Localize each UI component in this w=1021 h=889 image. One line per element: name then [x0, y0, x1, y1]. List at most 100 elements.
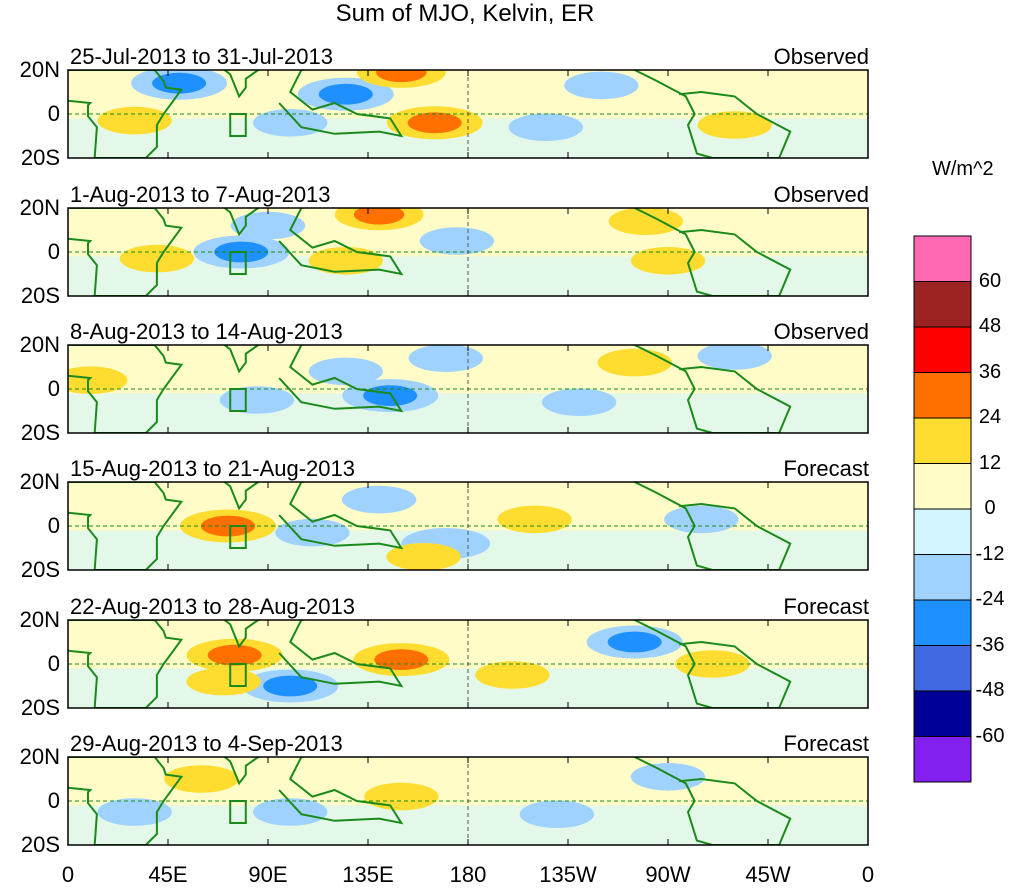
anomaly-core	[201, 515, 255, 537]
colorbar-label: 60	[978, 269, 1002, 292]
y-tick-label: 20S	[20, 832, 60, 857]
americas-coastline	[634, 482, 792, 570]
anomaly-contour	[230, 211, 306, 240]
anomaly-contour	[341, 485, 417, 514]
maritime-continent-coastline	[278, 70, 404, 138]
colorbar-label: -60	[975, 724, 1005, 747]
anomaly-core	[207, 644, 262, 666]
americas-coastline	[634, 70, 792, 158]
anomaly-contour	[608, 208, 683, 235]
anomaly-core	[363, 385, 418, 406]
anomaly-contour	[697, 345, 772, 370]
x-tick-label: 90E	[248, 862, 288, 887]
y-tick-label: 0	[47, 376, 60, 401]
panel-status: Observed	[773, 44, 869, 69]
y-tick-label: 20N	[19, 744, 60, 769]
india-coastline	[223, 482, 260, 511]
anomaly-core	[407, 112, 462, 134]
y-tick-label: 20N	[19, 607, 60, 632]
colorbar-swatch	[913, 736, 972, 783]
anomaly-contour	[219, 386, 295, 414]
panel-date-range: 25-Jul-2013 to 31-Jul-2013	[70, 44, 333, 69]
anomaly-core	[353, 208, 405, 225]
americas-coastline	[634, 757, 792, 845]
anomaly-contour	[68, 366, 128, 394]
map-panel	[67, 69, 869, 159]
americas-coastline	[634, 345, 792, 433]
africa-coastline	[68, 757, 184, 845]
panel-status: Forecast	[783, 456, 869, 481]
africa-coastline	[68, 620, 184, 708]
x-tick-label: 135E	[342, 862, 394, 887]
anomaly-contour	[697, 111, 772, 139]
india-coastline	[223, 208, 260, 237]
colorbar-label: -48	[975, 679, 1005, 701]
panel-status: Observed	[773, 182, 869, 207]
map-panel	[67, 344, 869, 434]
anomaly-contour	[541, 388, 617, 417]
y-tick-label: 20N	[19, 332, 60, 357]
anomaly-contour	[364, 782, 439, 811]
anomaly-contour	[386, 543, 461, 570]
x-tick-label: 0	[61, 862, 75, 887]
map-panel	[67, 207, 869, 297]
americas-coastline	[634, 620, 792, 708]
colorbar-label: 36	[978, 360, 1002, 383]
y-tick-label: 20S	[20, 695, 60, 720]
figure-title: Sum of MJO, Kelvin, ER	[335, 0, 595, 27]
colorbar-swatch	[913, 326, 972, 373]
y-tick-label: 0	[47, 651, 60, 676]
india-coastline	[223, 345, 260, 374]
colorbar-label: -24	[975, 588, 1005, 610]
map-panel	[67, 619, 869, 709]
panel-status: Observed	[773, 319, 869, 344]
x-tick-label: 45W	[745, 862, 791, 887]
africa-coastline	[68, 345, 184, 433]
y-tick-label: 0	[47, 101, 60, 126]
colorbar-swatch	[913, 417, 972, 464]
anomaly-contour	[164, 765, 239, 793]
y-tick-label: 20S	[20, 557, 60, 582]
x-tick-label: 45E	[148, 862, 188, 887]
anomaly-core	[376, 70, 427, 83]
india-coastline	[223, 620, 260, 649]
panel-date-range: 8-Aug-2013 to 14-Aug-2013	[70, 319, 343, 344]
anomaly-contour	[519, 800, 595, 828]
x-tick-label: 135W	[539, 862, 597, 887]
anomaly-contour	[497, 505, 572, 534]
colorbar-label: 48	[978, 315, 1002, 337]
anomaly-contour	[308, 357, 383, 386]
colorbar-swatch	[913, 508, 972, 555]
panel-date-range: 29-Aug-2013 to 4-Sep-2013	[70, 731, 343, 756]
anomaly-core	[318, 83, 373, 105]
y-tick-label: 0	[47, 239, 60, 264]
anomaly-contour	[253, 109, 328, 137]
y-tick-label: 20S	[20, 145, 60, 170]
colorbar-label: 24	[978, 406, 1002, 428]
colorbar-swatch	[913, 463, 972, 510]
anomaly-core	[263, 675, 318, 697]
y-tick-label: 0	[47, 513, 60, 538]
colorbar-swatch	[913, 599, 972, 646]
anomaly-contour	[186, 667, 261, 696]
panel-date-range: 15-Aug-2013 to 21-Aug-2013	[70, 456, 355, 481]
panel-status: Forecast	[783, 731, 869, 756]
maritime-continent-coastline	[278, 345, 404, 413]
maritime-continent-coastline	[278, 482, 404, 550]
colorbar-swatch	[913, 690, 972, 737]
colorbar-swatch	[913, 645, 972, 692]
colorbar-label: -12	[975, 542, 1005, 565]
maritime-continent-coastline	[278, 620, 404, 688]
maritime-continent-coastline	[278, 757, 404, 825]
africa-coastline	[68, 208, 184, 296]
y-tick-label: 20S	[20, 420, 60, 445]
anomaly-core	[374, 649, 429, 670]
india-coastline	[223, 757, 260, 786]
colorbar-swatch	[913, 235, 972, 282]
colorbar-label: -36	[975, 633, 1005, 656]
y-tick-label: 20N	[19, 57, 60, 82]
anomaly-contour	[97, 798, 172, 826]
anomaly-contour	[408, 345, 483, 372]
